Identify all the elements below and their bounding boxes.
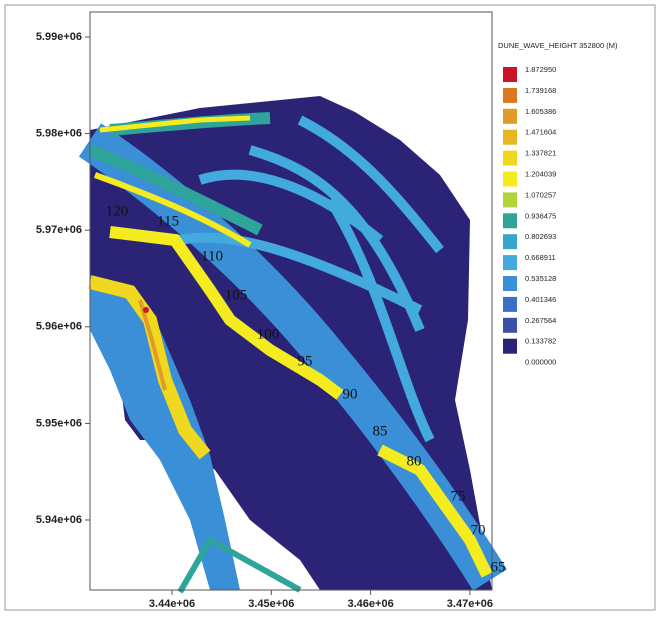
legend-label: 0.133782 [525,337,556,346]
legend-label: 1.070257 [525,190,556,199]
y-tick-label: 5.99e+06 [36,31,82,43]
legend-label: 0.401346 [525,295,556,304]
legend-swatch [503,255,517,270]
legend-label: 0.267564 [525,316,556,325]
page: {"map": { "y_ticks": ["5.99e+06", "5.98e… [0,0,660,612]
river-km-label: 70 [471,522,486,538]
y-tick-label: 5.97e+06 [36,224,82,236]
river-km-label: 85 [373,423,388,439]
y-tick-label: 5.95e+06 [36,417,82,429]
river-km-label: 80 [407,453,422,469]
legend-swatch [503,67,517,82]
legend-swatch [503,172,517,187]
y-tick-label: 5.94e+06 [36,514,82,526]
legend-swatch [503,339,517,354]
legend-label: 0.668911 [525,253,556,262]
y-tick-label: 5.98e+06 [36,128,82,140]
legend-swatch [503,234,517,249]
legend-swatch [503,151,517,166]
x-tick-label: 3.46e+06 [348,598,394,610]
river-km-label: 105 [225,287,248,303]
x-tick-label: 3.47e+06 [447,598,493,610]
river-km-label: 115 [157,213,179,229]
legend-swatch [503,297,517,312]
river-km-label: 100 [257,326,280,342]
legend-swatch [503,276,517,291]
legend-swatch [503,318,517,333]
river-km-label: 90 [343,386,358,402]
river-km-label: 75 [451,488,466,504]
legend-swatch [503,88,517,103]
legend-label: 0.802693 [525,232,556,241]
legend-label: 1.872950 [525,65,556,74]
legend-label: 1.337821 [525,149,556,158]
legend-swatch [503,130,517,145]
y-tick-label: 5.96e+06 [36,321,82,333]
x-tick-label: 3.44e+06 [149,598,195,610]
legend-label: 1.471604 [525,128,556,137]
legend-swatch [503,213,517,228]
legend-label: 1.739168 [525,86,556,95]
legend-swatch [503,192,517,207]
map-raster [90,96,492,592]
river-km-label: 95 [298,353,313,369]
river-km-label: 120 [106,203,129,219]
figure: 5.99e+06 5.98e+06 5.97e+06 5.96e+06 5.95e+06… [0,0,660,612]
legend-swatch [503,109,517,124]
river-km-label: 110 [201,248,223,264]
legend-title: DUNE_WAVE_HEIGHT 352800 (M) [498,41,618,50]
legend-label: 0.000000 [525,358,556,367]
legend-label: 0.535128 [525,274,556,283]
river-km-label: 65 [491,559,506,575]
legend-label: 1.204039 [525,169,556,178]
x-tick-label: 3.45e+06 [248,598,294,610]
legend-label: 0.936475 [525,211,556,220]
legend-label: 1.605386 [525,107,556,116]
